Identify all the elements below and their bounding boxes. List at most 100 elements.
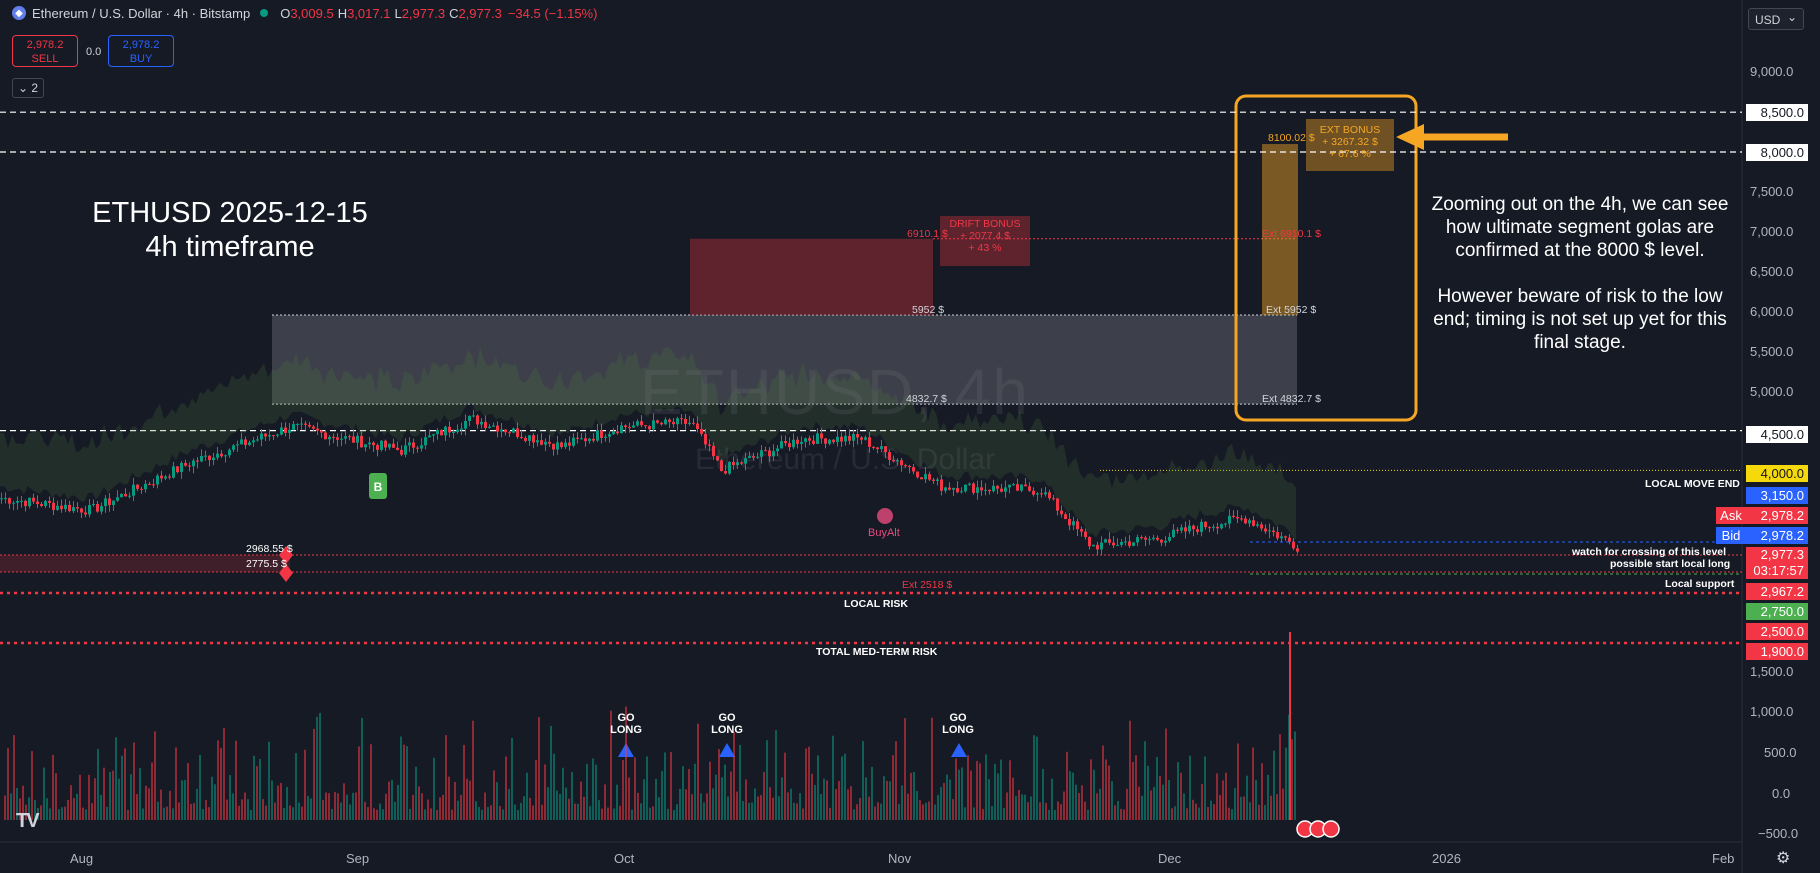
volume-bar <box>19 798 21 820</box>
candle-body <box>1268 530 1271 532</box>
volume-bar <box>973 807 975 820</box>
level-box-4000[interactable]: 4,000.0 <box>1746 465 1808 482</box>
volume-bar <box>1066 751 1068 820</box>
volume-bar <box>634 757 636 820</box>
volume-bar <box>190 803 192 820</box>
volume-bar <box>265 805 267 820</box>
candle-body <box>308 424 311 427</box>
volume-bar <box>811 773 813 820</box>
candle-body <box>560 442 563 448</box>
volume-bar <box>835 788 837 820</box>
analysis-note: Zooming out on the 4h, we can see how ul… <box>1430 193 1730 377</box>
volume-bar <box>712 788 714 820</box>
volume-bar <box>1072 772 1074 820</box>
volume-bar <box>172 808 174 820</box>
level-box-3150[interactable]: 3,150.0 <box>1746 487 1808 504</box>
volume-bar <box>697 723 699 820</box>
drift-bonus-amount: + 2077.4 $ <box>960 230 1010 242</box>
volume-bar <box>364 801 366 820</box>
volume-bar <box>178 802 180 820</box>
currency-select[interactable]: USD <box>1748 6 1804 30</box>
level-box-2750[interactable]: 2,750.0 <box>1746 603 1808 620</box>
volume-bar <box>1228 807 1230 820</box>
candle-body <box>708 444 711 446</box>
volume-bar <box>1231 809 1233 820</box>
volume-bar <box>577 803 579 820</box>
candle-body <box>428 435 431 438</box>
candle-body <box>20 500 23 502</box>
volume-bar <box>1048 809 1050 820</box>
volume-bar <box>445 735 447 820</box>
volume-bar <box>124 748 126 820</box>
volume-bar <box>568 798 570 820</box>
volume-bar <box>958 769 960 820</box>
volume-bar <box>1099 788 1101 820</box>
candle-body <box>752 456 755 458</box>
volume-bar <box>544 764 546 820</box>
candle-body <box>164 476 167 479</box>
candle-body <box>1036 493 1039 495</box>
buy-button[interactable]: 2,978.2 BUY <box>108 35 174 67</box>
candle-body <box>884 446 887 453</box>
volume-bar <box>25 804 27 820</box>
candle-body <box>1100 542 1103 550</box>
candle-body <box>840 436 843 442</box>
signal-text-line2: LONG <box>942 724 974 736</box>
candle-body <box>276 434 279 436</box>
volume-bar <box>565 787 567 820</box>
go-long-signal-2[interactable]: GO LONG <box>707 712 747 736</box>
candle-body <box>636 421 639 426</box>
candle-body <box>1192 525 1195 530</box>
sell-button[interactable]: 2,978.2 SELL <box>12 35 78 67</box>
candle-body <box>8 498 11 504</box>
candle-body <box>336 437 339 440</box>
x-tick: Sep <box>346 851 370 866</box>
candle-body <box>1072 521 1075 526</box>
candle-body <box>572 437 575 446</box>
level-box-8500[interactable]: 8,500.0 <box>1746 104 1808 121</box>
candle-body <box>512 428 515 433</box>
level-box-8000[interactable]: 8,000.0 <box>1746 144 1808 161</box>
go-long-signal-1[interactable]: GO LONG <box>606 712 646 736</box>
level-box-2500[interactable]: 2,500.0 <box>1746 623 1808 640</box>
risk-band <box>0 555 290 572</box>
volume-bar <box>838 781 840 820</box>
volume-bar <box>808 746 810 820</box>
volume-bar <box>319 712 321 820</box>
y-tick: 5,500.0 <box>1750 344 1794 359</box>
volume-bar <box>751 802 753 820</box>
candle-body <box>768 450 771 457</box>
volume-bar <box>1111 781 1113 820</box>
candle-body <box>544 441 547 445</box>
buy-marker[interactable]: B <box>369 473 387 499</box>
volume-bar <box>49 808 51 820</box>
volume-bar <box>1204 756 1206 820</box>
tradingview-logo[interactable]: TV <box>16 810 40 832</box>
level-box-1900[interactable]: 1,900.0 <box>1746 643 1808 660</box>
candle-body <box>56 505 59 510</box>
volume-bar <box>1096 793 1098 820</box>
level-box-2967[interactable]: 2,967.2 <box>1746 583 1808 600</box>
volume-bar <box>277 785 279 820</box>
go-long-signal-3[interactable]: GO LONG <box>938 712 978 736</box>
candle-body <box>1256 524 1259 526</box>
candle-body <box>1148 539 1151 541</box>
volume-bar <box>901 785 903 820</box>
volume-bar <box>715 774 717 820</box>
symbol-title[interactable]: Ethereum / U.S. Dollar · 4h · Bitstamp <box>32 5 251 21</box>
candle-body <box>1108 539 1111 543</box>
volume-bar <box>1285 747 1287 820</box>
candle-body <box>316 428 319 431</box>
candle-body <box>1200 521 1203 532</box>
candle-body <box>692 422 695 424</box>
indicators-toggle-button[interactable]: ⌄ 2 <box>12 78 44 98</box>
volume-bar <box>331 809 333 820</box>
candle-body <box>232 445 235 450</box>
candle-body <box>244 439 247 446</box>
level-box-4500[interactable]: 4,500.0 <box>1746 426 1808 443</box>
volume-bar <box>40 805 42 820</box>
local-risk-label: LOCAL RISK <box>844 598 908 610</box>
volume-bar <box>358 746 360 820</box>
gear-icon[interactable]: ⚙ <box>1776 850 1791 867</box>
